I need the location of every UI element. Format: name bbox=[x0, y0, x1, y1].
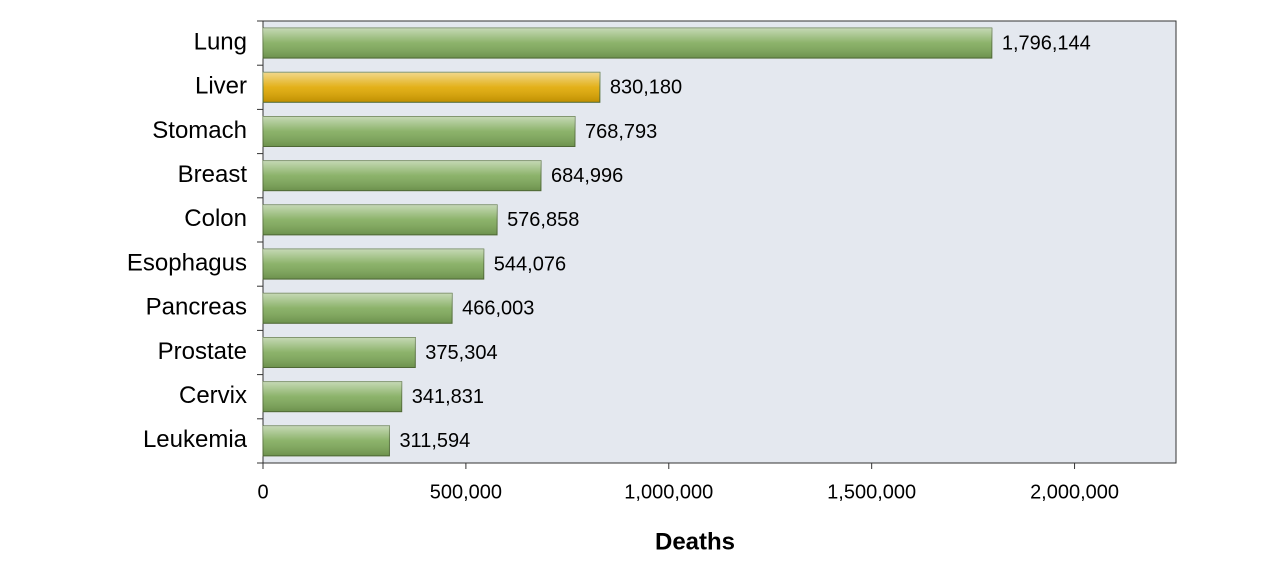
value-label: 375,304 bbox=[425, 342, 497, 364]
bar-shine bbox=[263, 160, 541, 191]
bar-shine bbox=[263, 425, 390, 456]
value-label: 684,996 bbox=[551, 165, 623, 187]
y-tick-label: Colon bbox=[184, 205, 247, 232]
value-label: 768,793 bbox=[585, 121, 657, 143]
bar-shine bbox=[263, 72, 600, 103]
y-tick-label: Leukemia bbox=[143, 426, 248, 453]
x-tick-label: 500,000 bbox=[430, 481, 502, 503]
bar-shine bbox=[263, 249, 484, 280]
y-tick-label: Pancreas bbox=[146, 294, 247, 321]
bar-shine bbox=[263, 116, 575, 147]
y-tick-label: Stomach bbox=[152, 117, 247, 144]
value-label: 830,180 bbox=[610, 77, 682, 99]
x-axis-label: Deaths bbox=[655, 528, 735, 555]
bar-shine bbox=[263, 293, 453, 324]
y-tick-label: Lung bbox=[194, 28, 247, 55]
value-label: 544,076 bbox=[494, 253, 566, 275]
bar-shine bbox=[263, 28, 992, 59]
value-label: 311,594 bbox=[399, 430, 470, 452]
bar-shine bbox=[263, 381, 402, 412]
value-label: 341,831 bbox=[412, 386, 484, 408]
bar-shine bbox=[263, 204, 498, 235]
x-tick-label: 1,500,000 bbox=[827, 481, 916, 503]
x-tick-label: 0 bbox=[257, 481, 268, 503]
value-label: 1,796,144 bbox=[1002, 32, 1091, 54]
y-tick-label: Esophagus bbox=[127, 249, 247, 276]
value-label: 466,003 bbox=[462, 298, 534, 320]
bar-shine bbox=[263, 337, 416, 368]
y-tick-label: Breast bbox=[178, 161, 248, 188]
y-tick-label: Liver bbox=[195, 73, 247, 100]
x-tick-label: 1,000,000 bbox=[624, 481, 713, 503]
y-tick-label: Cervix bbox=[179, 382, 247, 409]
value-label: 576,858 bbox=[507, 209, 579, 231]
x-tick-label: 2,000,000 bbox=[1030, 481, 1119, 503]
y-tick-label: Prostate bbox=[158, 338, 247, 365]
